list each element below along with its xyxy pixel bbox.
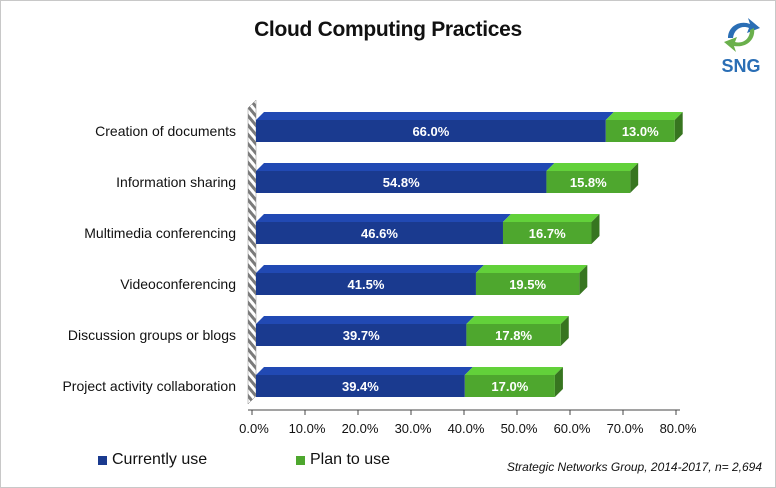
category-label: Videoconferencing xyxy=(120,276,236,292)
x-tick-label: 0.0% xyxy=(239,421,269,436)
x-tick-label: 50.0% xyxy=(501,421,538,436)
logo-text: SNG xyxy=(721,56,760,76)
bar-value-label: 17.0% xyxy=(491,379,528,394)
legend-swatch xyxy=(98,455,107,465)
bar-value-label: 46.6% xyxy=(361,226,398,241)
bar-currently-use xyxy=(256,171,547,193)
bar-top-face xyxy=(256,367,473,375)
bar-currently-use xyxy=(256,273,476,295)
bar-value-label: 39.7% xyxy=(343,328,380,343)
bar-currently-use xyxy=(256,375,465,397)
category-label: Project activity collaboration xyxy=(62,378,236,394)
x-tick-label: 80.0% xyxy=(660,421,697,436)
legend-item-plan-to-use: Plan to use xyxy=(296,451,390,469)
bar-value-label: 54.8% xyxy=(383,175,420,190)
category-label: Creation of documents xyxy=(95,123,236,139)
bar-value-label: 17.8% xyxy=(495,328,532,343)
bar-value-label: 15.8% xyxy=(570,175,607,190)
bar-top-face xyxy=(256,316,475,324)
bar-side-face xyxy=(554,367,563,397)
bar-currently-use xyxy=(256,222,503,244)
legend-swatch xyxy=(296,455,305,465)
x-tick-label: 70.0% xyxy=(607,421,644,436)
category-label: Information sharing xyxy=(116,174,236,190)
source-note: Strategic Networks Group, 2014-2017, n= … xyxy=(506,460,762,474)
bar-plan-to-use xyxy=(464,375,555,397)
x-tick-label: 40.0% xyxy=(448,421,485,436)
bar-value-label: 16.7% xyxy=(529,226,566,241)
category-label: Discussion groups or blogs xyxy=(68,327,236,343)
bar-top-face xyxy=(256,112,614,120)
bar-top-face xyxy=(475,265,588,273)
x-tick-label: 60.0% xyxy=(554,421,591,436)
legend-label: Plan to use xyxy=(310,451,391,468)
bar-value-label: 41.5% xyxy=(348,277,385,292)
bar-top-face xyxy=(464,367,563,375)
category-label: Multimedia conferencing xyxy=(84,225,236,241)
bar-side-face xyxy=(630,163,639,193)
bar-top-face xyxy=(466,316,569,324)
bar-top-face xyxy=(546,163,639,171)
bar-top-face xyxy=(502,214,600,222)
bar-value-label: 13.0% xyxy=(622,124,659,139)
x-tick-label: 30.0% xyxy=(395,421,432,436)
bar-plan-to-use xyxy=(546,171,631,193)
x-tick-label: 10.0% xyxy=(289,421,326,436)
bar-currently-use xyxy=(256,324,467,346)
bar-top-face xyxy=(605,112,683,120)
sng-logo: SNG xyxy=(721,18,761,76)
chart-title: Cloud Computing Practices xyxy=(254,18,522,41)
legend-label: Currently use xyxy=(112,451,208,468)
bar-side-face xyxy=(591,214,600,244)
bar-side-face xyxy=(674,112,683,142)
bar-top-face xyxy=(256,214,511,222)
bar-side-face xyxy=(579,265,588,295)
logo-arrow-top-icon xyxy=(728,18,760,38)
bar-plan-to-use xyxy=(475,273,580,295)
bar-top-face xyxy=(256,163,555,171)
bar-top-face xyxy=(256,265,484,273)
bar-value-label: 66.0% xyxy=(412,124,449,139)
bar-value-label: 19.5% xyxy=(509,277,546,292)
bar-plan-to-use xyxy=(466,324,561,346)
logo-arrow-bottom-icon xyxy=(724,28,755,52)
bar-currently-use xyxy=(256,120,606,142)
bar-plan-to-use xyxy=(502,222,592,244)
x-tick-label: 20.0% xyxy=(342,421,379,436)
legend-item-currently-use: Currently use xyxy=(98,451,207,469)
bar-value-label: 39.4% xyxy=(342,379,379,394)
axis-wall xyxy=(247,99,257,405)
bar-plan-to-use xyxy=(605,120,675,142)
bar-side-face xyxy=(560,316,569,346)
